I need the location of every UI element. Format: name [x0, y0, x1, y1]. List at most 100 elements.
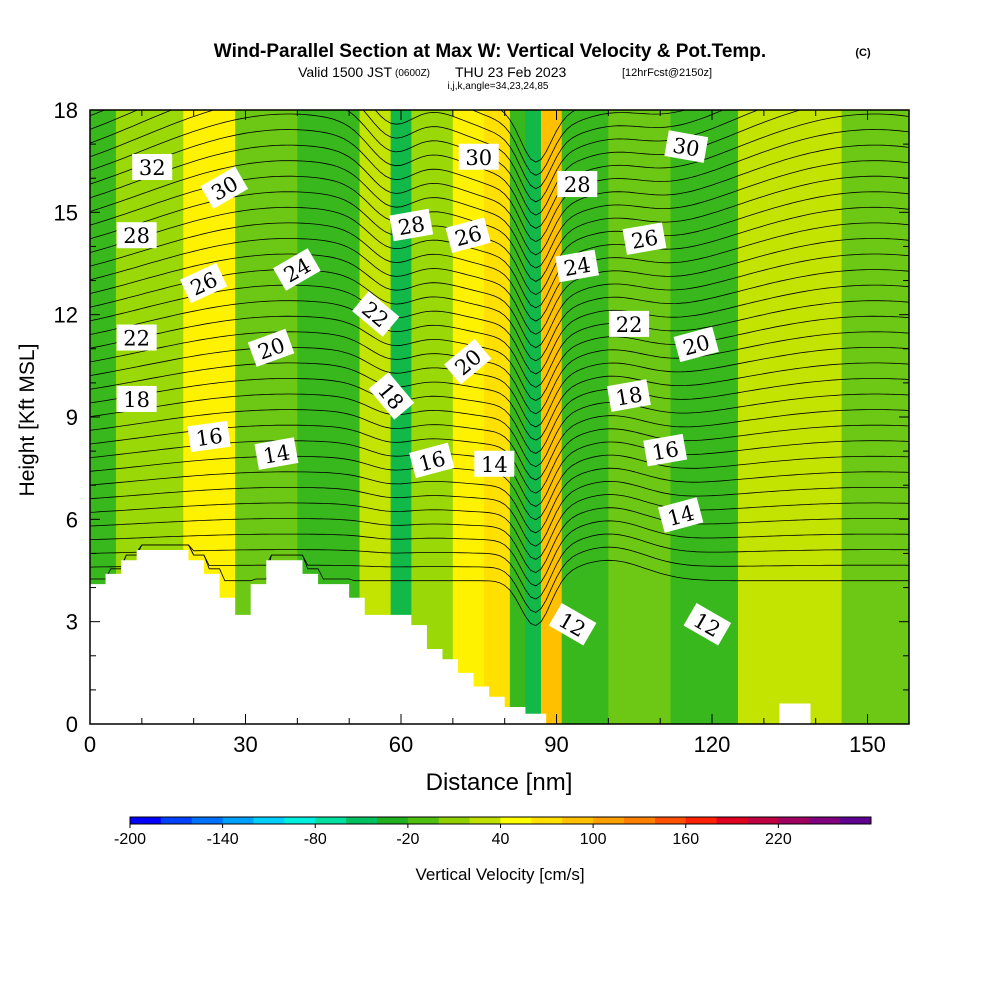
chart-title: Wind-Parallel Section at Max W: Vertical… [214, 41, 766, 62]
theta-contour-line [90, 110, 687, 176]
theta-contour-label: 16 [643, 433, 688, 467]
theta-contour-label-box [683, 602, 732, 646]
theta-contour-label-box [116, 385, 157, 412]
theta-contour-line [90, 113, 909, 229]
theta-contour-label: 22 [609, 310, 650, 337]
theta-contour-label-box [474, 450, 515, 477]
theta-contour-label-box [389, 208, 434, 242]
y-tick-label: 18 [54, 98, 78, 123]
theta-contour-line [90, 393, 909, 468]
theta-contour-line [90, 238, 909, 335]
theta-contour-label-text: 14 [481, 453, 508, 477]
colorbar-swatch [222, 817, 254, 824]
theta-contour-label-box [673, 326, 719, 363]
colorbar-swatch [253, 817, 285, 824]
terrain [90, 550, 909, 724]
colorbar-swatch [191, 817, 224, 824]
theta-contour-line [90, 331, 909, 415]
theta-contour-label-box [247, 328, 295, 367]
theta-contour-label-box [116, 222, 157, 249]
subtitle-zulu: (0600Z) [395, 68, 430, 79]
y-tick-label: 6 [66, 507, 78, 532]
theta-contour-label-box [352, 291, 400, 337]
theta-contour-line [90, 110, 759, 203]
theta-contour-label-text: 28 [564, 173, 591, 197]
colorbar-swatch [500, 817, 532, 824]
colorbar-tick-label: 220 [765, 831, 792, 848]
x-axis-label: Distance [nm] [426, 769, 573, 796]
velocity-band [841, 110, 909, 724]
theta-contour-label-box [557, 171, 598, 198]
theta-contour-label-box [116, 324, 157, 351]
theta-contour-label-text: 24 [562, 253, 592, 281]
theta-contour-line [90, 480, 909, 547]
theta-contour-label-box [643, 433, 688, 467]
theta-contour-label: 32 [132, 153, 173, 180]
colorbar-swatch [284, 817, 316, 824]
colorbar-swatch [531, 817, 563, 824]
theta-contour-label-box [609, 310, 650, 337]
theta-contour-line [90, 300, 909, 388]
theta-contour-line [90, 362, 909, 441]
theta-contour-label-text: 22 [616, 313, 643, 337]
colorbar-swatch [315, 817, 347, 824]
theta-contour-line [90, 222, 909, 322]
velocity-band [737, 110, 843, 724]
theta-contour-label-text: 28 [123, 224, 150, 248]
colorbar-swatch [438, 817, 471, 824]
theta-contour-label-box [548, 602, 597, 646]
colorbar-tick-label: -20 [396, 831, 419, 848]
theta-contour-label-box [622, 222, 667, 255]
theta-contour-line [90, 520, 909, 587]
colorbar-swatch [377, 817, 409, 824]
theta-contour-label-text: 32 [139, 156, 166, 180]
theta-contour-label: 30 [664, 130, 709, 163]
y-tick-label: 3 [66, 610, 78, 635]
theta-contour-label-box [458, 143, 499, 170]
colorbar-swatch [716, 817, 748, 824]
colorbar: -200 -140 -80 -20 40 100 160 220 [114, 816, 872, 848]
theta-contour-line [90, 269, 909, 362]
theta-contour-label: 28 [389, 208, 434, 242]
theta-contour-label-box [664, 130, 709, 163]
y-tick-label: 0 [66, 712, 78, 737]
colorbar-tick-label: -140 [207, 831, 239, 848]
theta-contour-label: 24 [555, 249, 600, 283]
subtitle-date: THU 23 Feb 2023 [455, 64, 566, 80]
theta-contour-label: 14 [254, 437, 299, 470]
theta-contour-line [90, 544, 909, 613]
colorbar-swatch [562, 817, 594, 824]
theta-contour-label-box [368, 372, 415, 420]
colorbar-swatch [624, 817, 656, 824]
theta-contour-label-box [187, 420, 231, 453]
theta-contour-label-box [179, 262, 228, 304]
theta-contour-label-box [444, 338, 492, 385]
colorbar-swatch [840, 817, 872, 824]
theta-contour-line [90, 467, 909, 534]
subtitle-run: [12hrFcst@2150z] [622, 67, 712, 79]
theta-contour-label-box [273, 248, 321, 291]
subtitle-grid-index: i,j,k,angle=34,23,24,85 [448, 81, 549, 92]
theta-contour-line [90, 144, 909, 256]
colorbar-tick-label: 100 [580, 831, 607, 848]
theta-contour-label: 28 [116, 222, 157, 249]
theta-contour-line [90, 206, 909, 309]
y-axis-label: Height [Kft MSL] [16, 344, 39, 497]
y-tick-label: 9 [66, 405, 78, 430]
colorbar-tick-label: 40 [492, 831, 510, 848]
theta-contour-line [90, 533, 909, 600]
colorbar-swatch [469, 817, 501, 824]
colorbar-swatch [130, 817, 162, 824]
velocity-band [525, 110, 542, 724]
colorbar-swatch [407, 817, 440, 824]
x-tick-label: 60 [389, 732, 413, 757]
colorbar-swatch [778, 817, 810, 824]
theta-contour-label-box [555, 249, 600, 283]
theta-contour-label: 26 [445, 217, 491, 253]
velocity-band [390, 110, 412, 724]
copyright-mark: (C) [855, 47, 871, 59]
theta-contour-line [90, 253, 909, 349]
theta-contour-label: 18 [606, 379, 651, 412]
